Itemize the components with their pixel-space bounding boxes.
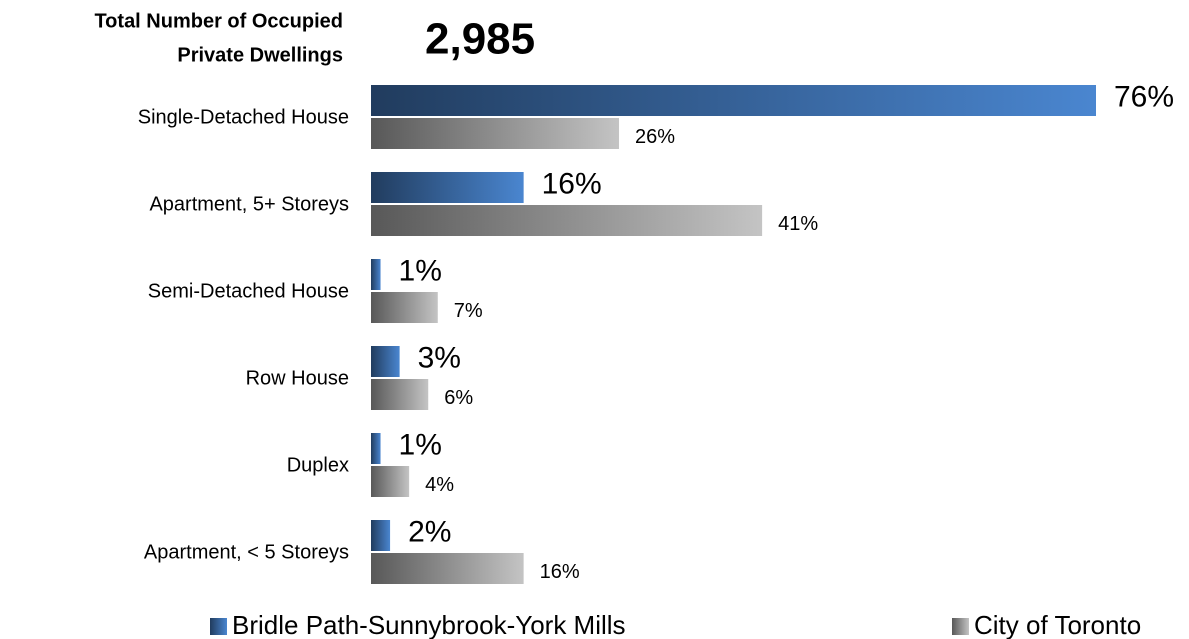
category-label: Duplex bbox=[287, 454, 349, 476]
value-label: 1% bbox=[399, 254, 442, 287]
value-label: 16% bbox=[540, 561, 580, 583]
value-label: 76% bbox=[1114, 80, 1174, 113]
category-label: Row House bbox=[246, 367, 349, 389]
value-label: 7% bbox=[454, 300, 483, 322]
category-label: Single-Detached House bbox=[138, 106, 349, 128]
title: Private Dwellings bbox=[177, 44, 343, 66]
bar bbox=[371, 85, 1096, 116]
value-label: 16% bbox=[542, 167, 602, 200]
value-label: 26% bbox=[635, 126, 675, 148]
value-label: 1% bbox=[399, 428, 442, 461]
value-label: 41% bbox=[778, 213, 818, 235]
bar bbox=[371, 433, 381, 464]
legend-swatch bbox=[210, 618, 227, 635]
total-value: 2,985 bbox=[425, 15, 535, 64]
bar bbox=[371, 466, 410, 497]
value-label: 6% bbox=[444, 387, 473, 409]
bar bbox=[371, 553, 524, 584]
bar bbox=[371, 379, 429, 410]
value-label: 3% bbox=[418, 341, 461, 374]
category-label: Semi-Detached House bbox=[148, 280, 349, 302]
value-label: 2% bbox=[408, 515, 451, 548]
bar bbox=[371, 118, 620, 149]
legend-label: City of Toronto bbox=[974, 610, 1141, 639]
bar bbox=[371, 205, 763, 236]
legend-label: Bridle Path-Sunnybrook-York Mills bbox=[232, 610, 626, 639]
value-label: 4% bbox=[425, 474, 454, 496]
bar bbox=[371, 292, 438, 323]
bar bbox=[371, 172, 524, 203]
category-label: Apartment, < 5 Storeys bbox=[144, 541, 349, 563]
bar bbox=[371, 346, 400, 377]
title: Total Number of Occupied bbox=[94, 10, 343, 32]
bar bbox=[371, 259, 381, 290]
bar bbox=[371, 520, 391, 551]
category-label: Apartment, 5+ Storeys bbox=[149, 193, 349, 215]
legend-swatch bbox=[952, 618, 969, 635]
